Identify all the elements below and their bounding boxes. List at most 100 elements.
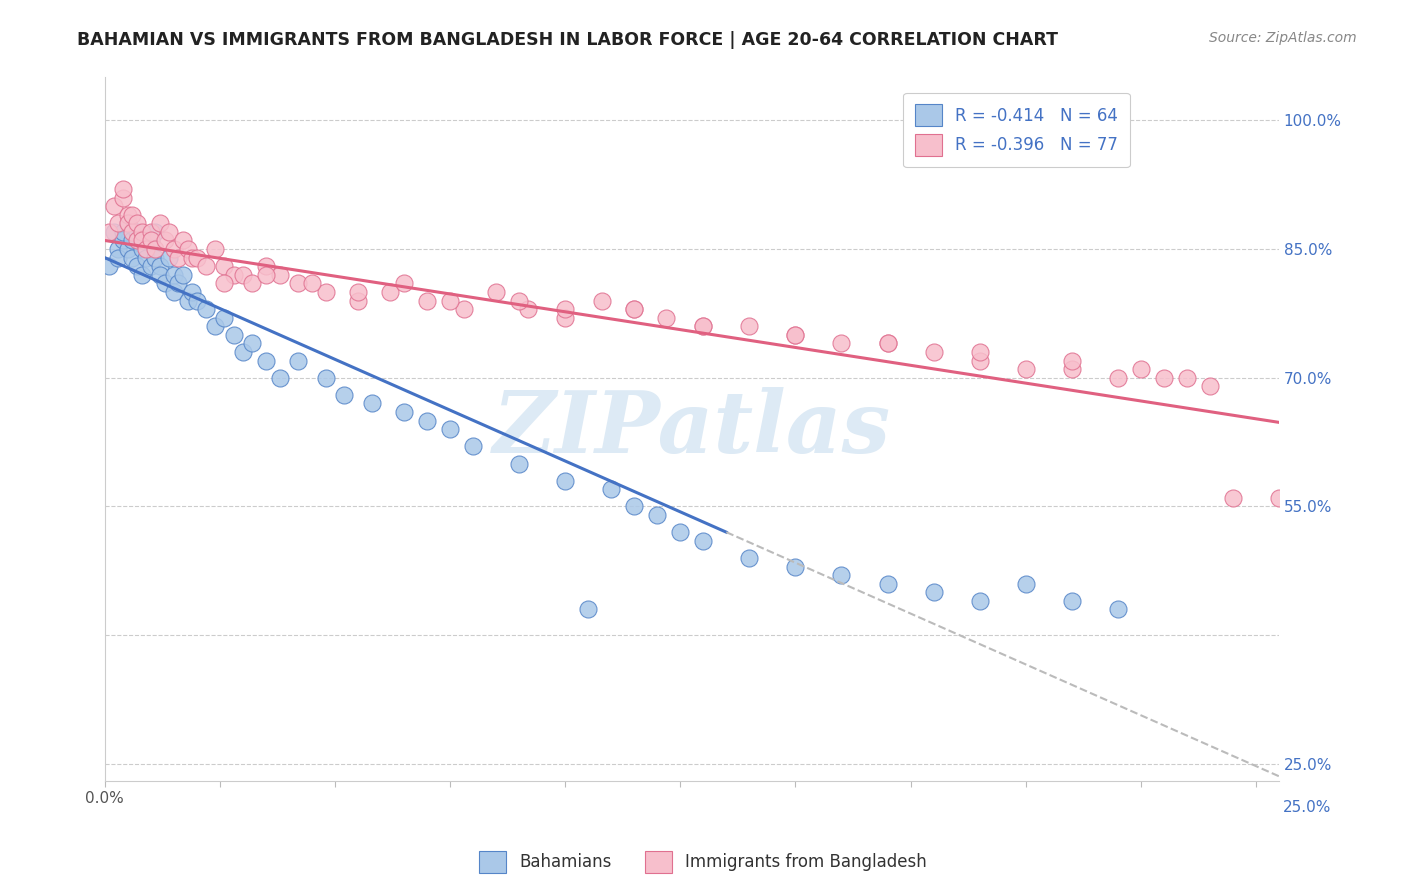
Point	[738, 550, 761, 565]
Point	[576, 602, 599, 616]
Point	[186, 251, 208, 265]
Point	[135, 251, 157, 265]
Point	[232, 268, 254, 282]
Point	[163, 268, 186, 282]
Point	[485, 285, 508, 299]
Point	[269, 370, 291, 384]
Point	[287, 353, 309, 368]
Point	[461, 439, 484, 453]
Point	[131, 242, 153, 256]
Point	[969, 353, 991, 368]
Point	[214, 277, 236, 291]
Point	[392, 405, 415, 419]
Point	[163, 285, 186, 299]
Point	[254, 353, 277, 368]
Point	[692, 319, 714, 334]
Point	[143, 225, 166, 239]
Point	[135, 242, 157, 256]
Point	[222, 327, 245, 342]
Point	[439, 422, 461, 436]
Point	[830, 568, 852, 582]
Point	[121, 234, 143, 248]
Point	[214, 259, 236, 273]
Point	[139, 234, 162, 248]
Point	[181, 285, 204, 299]
Point	[112, 234, 135, 248]
Point	[876, 576, 898, 591]
Point	[125, 225, 148, 239]
Point	[181, 251, 204, 265]
Point	[176, 293, 198, 308]
Point	[167, 277, 190, 291]
Point	[107, 216, 129, 230]
Point	[508, 457, 530, 471]
Point	[1107, 602, 1129, 616]
Point	[186, 293, 208, 308]
Point	[287, 277, 309, 291]
Point	[121, 208, 143, 222]
Point	[1198, 379, 1220, 393]
Point	[176, 242, 198, 256]
Point	[98, 225, 121, 239]
Point	[204, 242, 226, 256]
Point	[139, 234, 162, 248]
Point	[125, 234, 148, 248]
Point	[254, 259, 277, 273]
Point	[738, 319, 761, 334]
Point	[240, 277, 263, 291]
Point	[131, 234, 153, 248]
Point	[121, 225, 143, 239]
Point	[1153, 370, 1175, 384]
Point	[117, 216, 139, 230]
Point	[195, 259, 218, 273]
Point	[508, 293, 530, 308]
Point	[232, 345, 254, 359]
Point	[153, 234, 176, 248]
Point	[125, 259, 148, 273]
Point	[876, 336, 898, 351]
Point	[98, 259, 121, 273]
Point	[121, 251, 143, 265]
Point	[600, 483, 623, 497]
Point	[167, 251, 190, 265]
Point	[117, 216, 139, 230]
Point	[554, 474, 576, 488]
Point	[1014, 576, 1036, 591]
Point	[172, 268, 194, 282]
Legend: R = -0.414   N = 64, R = -0.396   N = 77: R = -0.414 N = 64, R = -0.396 N = 77	[904, 93, 1129, 168]
Point	[591, 293, 613, 308]
Point	[153, 277, 176, 291]
Point	[692, 533, 714, 548]
Point	[655, 310, 678, 325]
Point	[453, 302, 475, 317]
Point	[439, 293, 461, 308]
Point	[969, 594, 991, 608]
Point	[785, 327, 807, 342]
Point	[1060, 353, 1083, 368]
Point	[103, 225, 125, 239]
Text: ZIPatlas: ZIPatlas	[492, 387, 891, 471]
Point	[112, 182, 135, 196]
Point	[315, 285, 337, 299]
Point	[112, 225, 135, 239]
Point	[112, 190, 135, 204]
Point	[1014, 362, 1036, 376]
Text: Source: ZipAtlas.com: Source: ZipAtlas.com	[1209, 31, 1357, 45]
Point	[1222, 491, 1244, 505]
Point	[157, 225, 180, 239]
Point	[139, 259, 162, 273]
Point	[125, 216, 148, 230]
Point	[143, 251, 166, 265]
Point	[1268, 491, 1291, 505]
Point	[139, 225, 162, 239]
Point	[922, 345, 945, 359]
Point	[135, 234, 157, 248]
Point	[623, 302, 645, 317]
Point	[204, 319, 226, 334]
Point	[143, 242, 166, 256]
Point	[517, 302, 540, 317]
Point	[131, 225, 153, 239]
Point	[623, 500, 645, 514]
Point	[157, 251, 180, 265]
Point	[623, 302, 645, 317]
